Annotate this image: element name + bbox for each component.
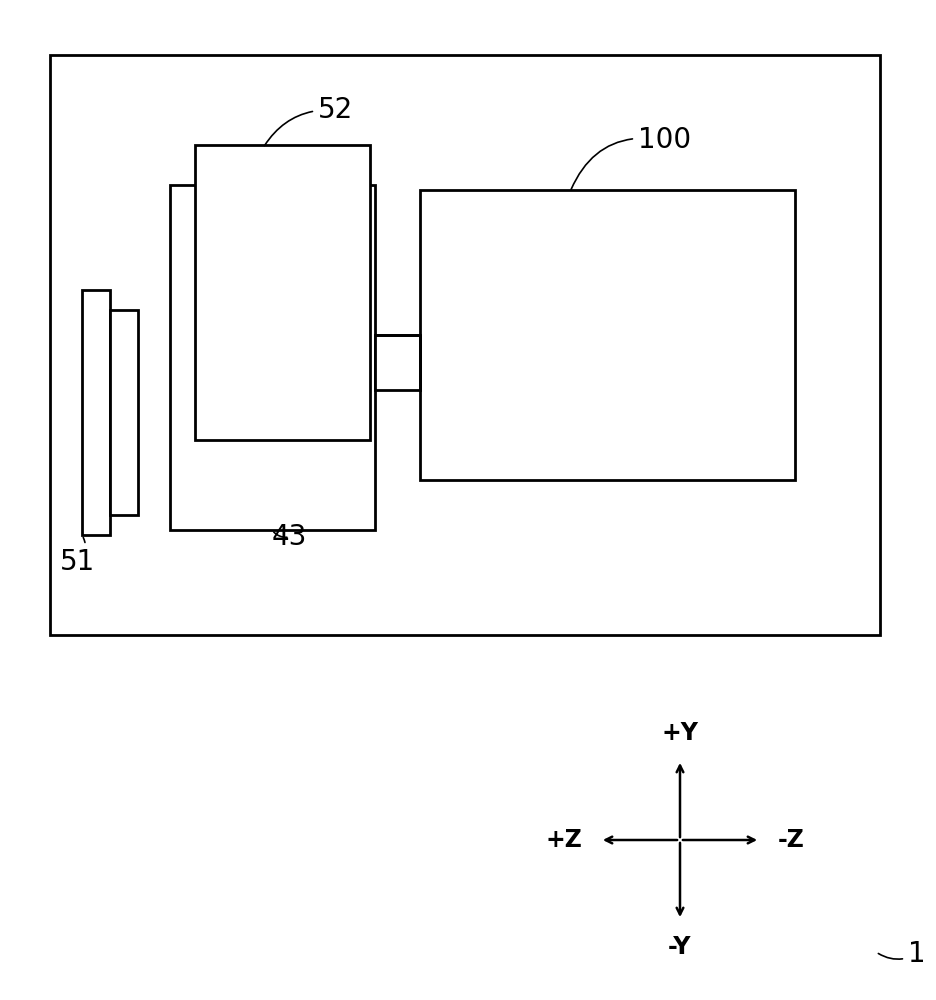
Text: -Z: -Z — [777, 828, 804, 852]
Bar — [419, 190, 794, 480]
Bar — [110, 310, 138, 515]
Bar — [374, 335, 419, 390]
Bar — [195, 145, 370, 440]
Text: +Y: +Y — [661, 721, 697, 745]
Text: -Y: -Y — [667, 935, 691, 959]
Text: 43: 43 — [271, 523, 307, 551]
Text: 52: 52 — [264, 96, 353, 146]
Bar — [50, 55, 879, 635]
Text: 100: 100 — [570, 126, 691, 189]
Text: +Z: +Z — [545, 828, 581, 852]
Bar — [169, 185, 374, 530]
Bar — [82, 290, 110, 535]
Text: 51: 51 — [60, 537, 95, 576]
Text: 1: 1 — [877, 940, 925, 968]
